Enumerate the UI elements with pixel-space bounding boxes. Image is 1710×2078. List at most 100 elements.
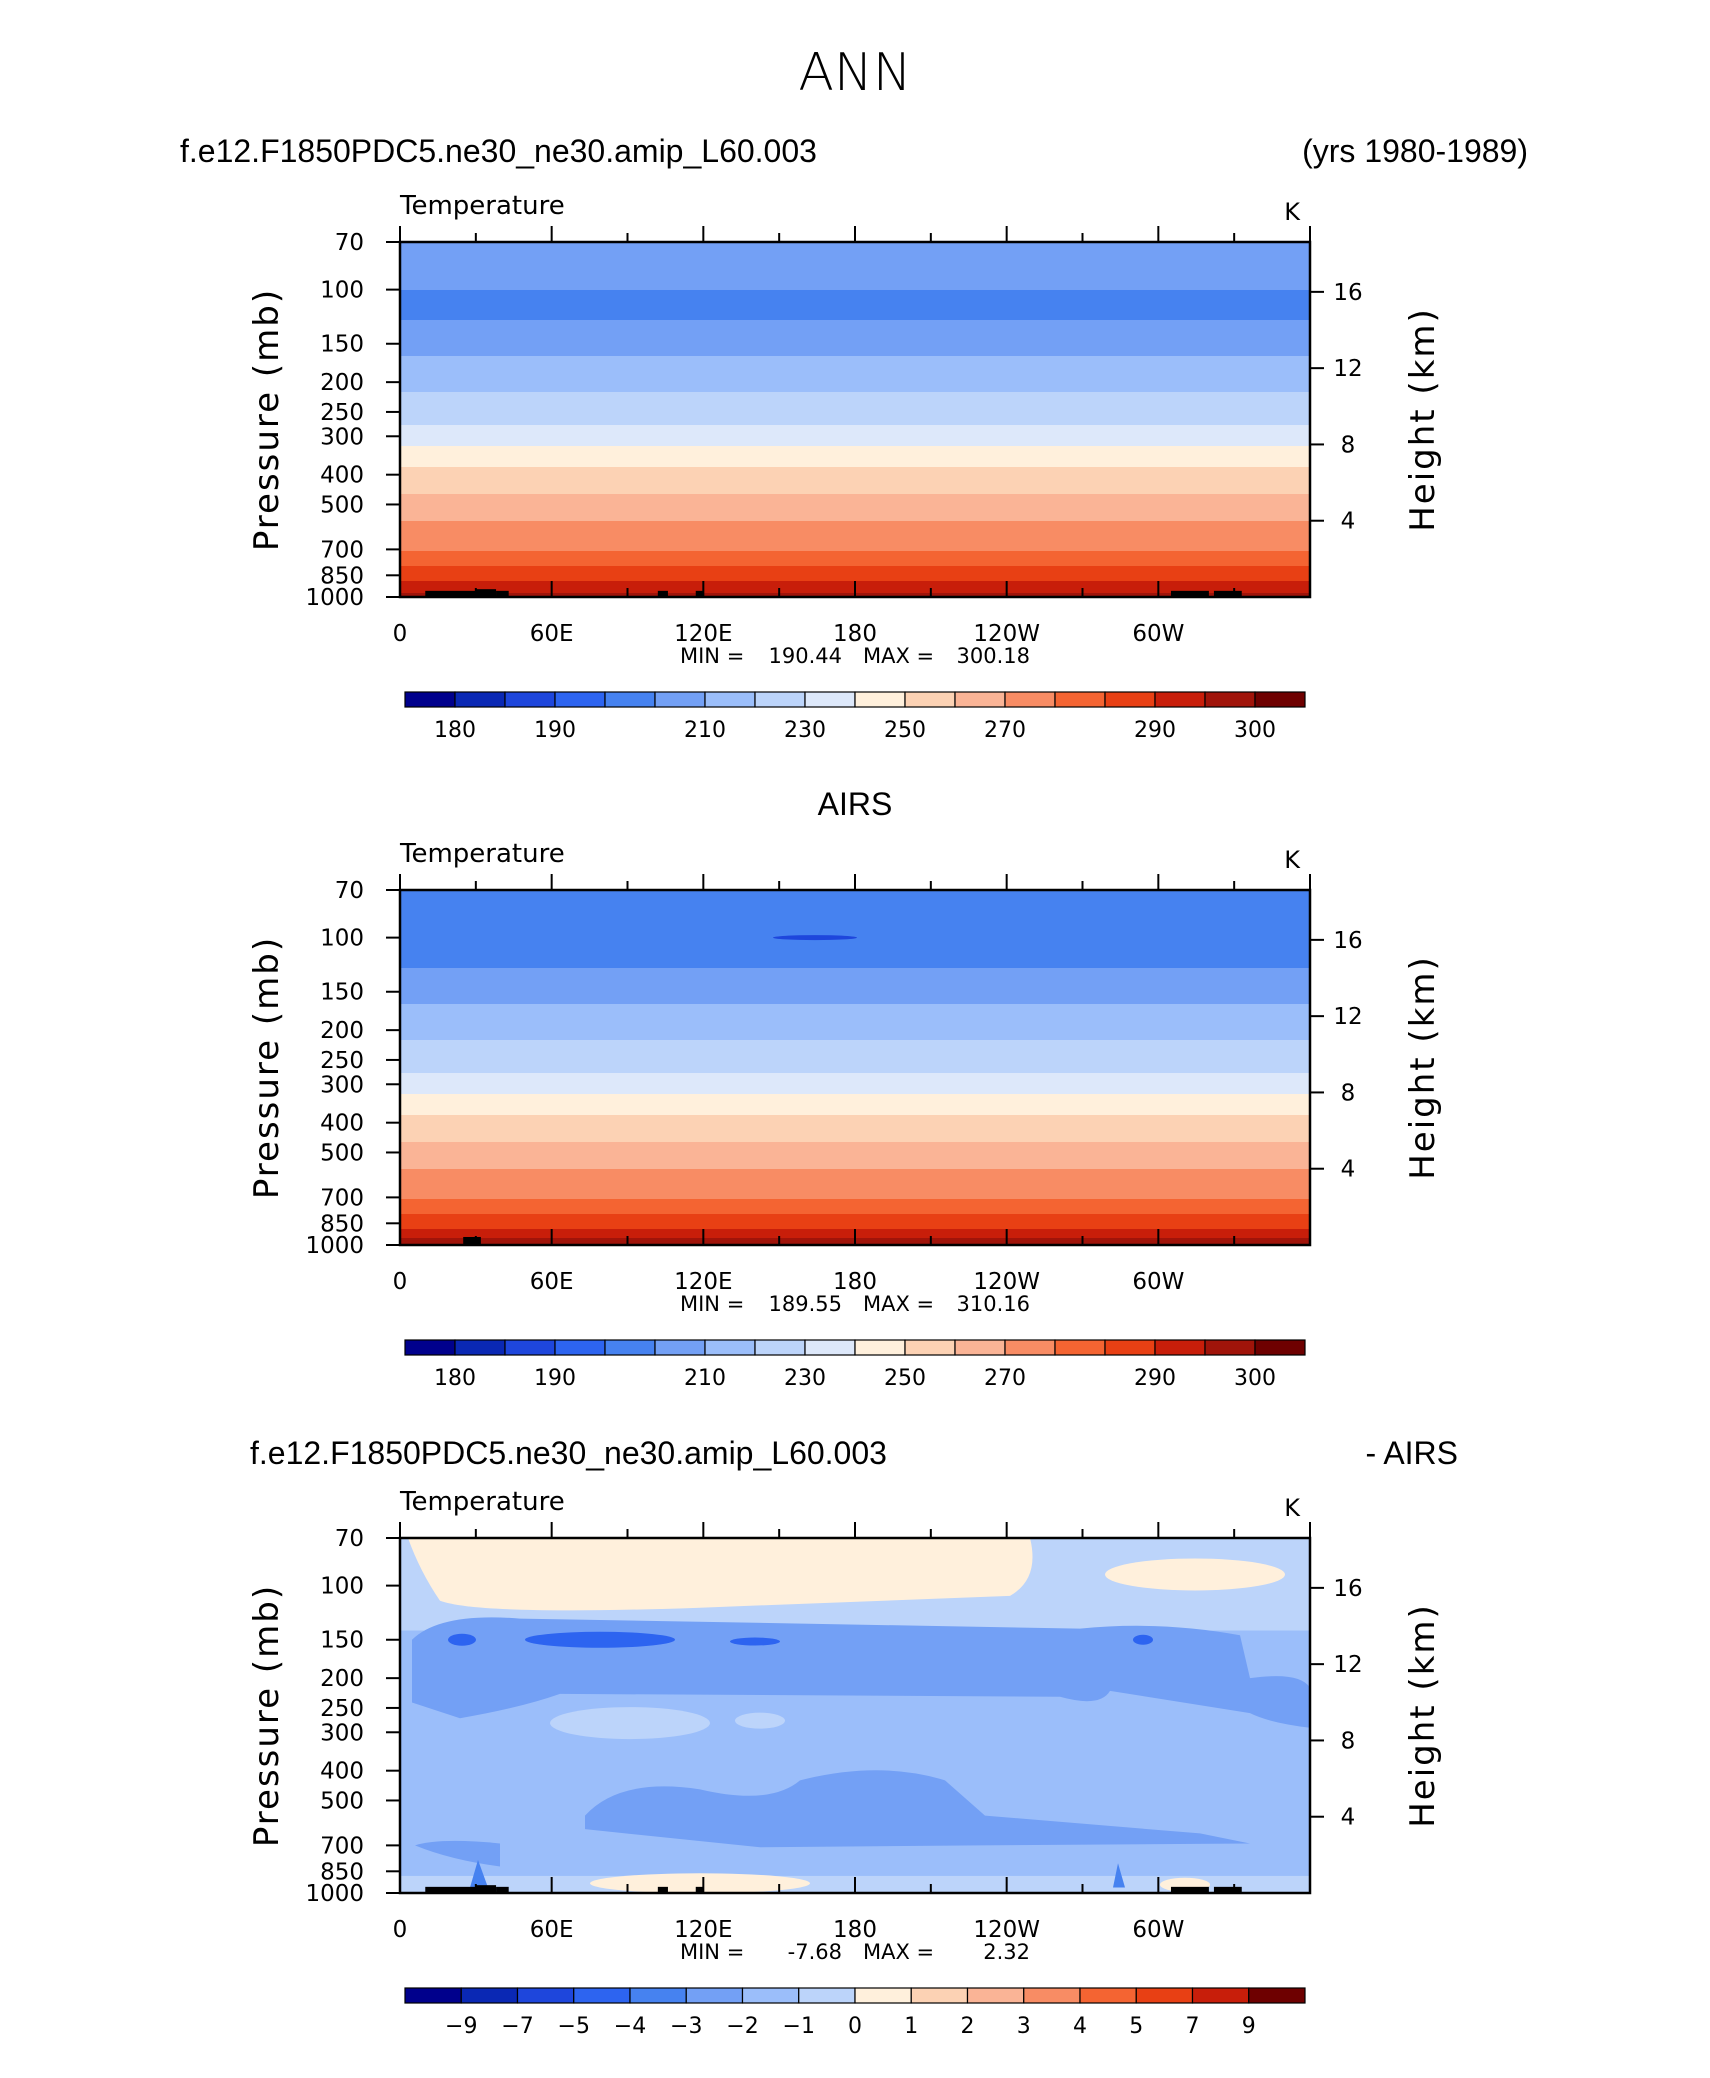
contour-band [400, 359, 1310, 363]
contour-band [400, 1199, 1310, 1203]
contour-band [400, 1217, 1310, 1221]
contour-band [400, 398, 1310, 402]
height-tick-label: 12 [1333, 356, 1362, 382]
contour-band [400, 1187, 1310, 1191]
colorbar-box [1104, 691, 1156, 708]
contour-band [400, 992, 1310, 996]
contour-band [400, 272, 1310, 276]
contour-band [400, 566, 1310, 570]
contour-band [400, 524, 1310, 528]
contour-band [400, 281, 1310, 285]
stats-max-value: 300.18 [957, 644, 1030, 668]
colorbar-box [1154, 1339, 1206, 1356]
stats-max-value: 310.16 [957, 1292, 1030, 1316]
positive-anomaly [590, 1873, 810, 1893]
contour-band [400, 1157, 1310, 1161]
contour-band [400, 890, 1310, 894]
contour-band [400, 1184, 1310, 1188]
contour-band [400, 422, 1310, 426]
contour-band [400, 251, 1310, 255]
contour-band [400, 389, 1310, 393]
contour-band [400, 539, 1310, 543]
land-mask-block [463, 1236, 481, 1245]
variable-label: Temperature [399, 1487, 565, 1517]
contour-band [400, 923, 1310, 927]
contour-band [400, 557, 1310, 561]
contour-band [400, 242, 1310, 246]
contour-band [400, 404, 1310, 408]
colorbar-label: 190 [534, 1366, 576, 1391]
height-tick-label: 16 [1333, 928, 1362, 954]
contour-band [400, 1139, 1310, 1143]
height-tick-label: 4 [1341, 1157, 1356, 1183]
colorbar-label: −5 [558, 2014, 590, 2039]
x-tick-label: 0 [393, 621, 408, 647]
contour-band [400, 368, 1310, 372]
contour-band [400, 986, 1310, 990]
anomaly-patch [735, 1712, 785, 1729]
contour-field [400, 1538, 1310, 1893]
contour-band [400, 1163, 1310, 1167]
contour-band [400, 1037, 1310, 1041]
colorbar-box [741, 1987, 800, 2004]
contour-band [400, 365, 1310, 369]
y-tick-label: 500 [320, 1140, 364, 1166]
colorbar-label: 1 [904, 2014, 918, 2039]
contour-band [400, 908, 1310, 912]
contour-band [400, 353, 1310, 357]
colorbar-box [910, 1987, 969, 2004]
contour-band [400, 347, 1310, 351]
contour-band [400, 893, 1310, 897]
contour-band [400, 1001, 1310, 1005]
contour-band [400, 1070, 1310, 1074]
contour-band [400, 1004, 1310, 1008]
contour-band [400, 278, 1310, 282]
contour-band [400, 1034, 1310, 1038]
contour-band [400, 275, 1310, 279]
land-mask-block [425, 1886, 476, 1893]
y-tick-label: 1000 [305, 1233, 364, 1259]
case-name: f.e12.F1850PDC5.ne30_ne30.amip_L60.003 [180, 133, 817, 169]
contour-band [400, 1172, 1310, 1176]
y-axis-title: Pressure (mb) [247, 936, 287, 1199]
contour-band [400, 527, 1310, 531]
x-tick-label: 180 [833, 1269, 877, 1295]
colorbar-label: −2 [726, 2014, 758, 2039]
contour-band [400, 1208, 1310, 1212]
y2-axis-title: Height (km) [1403, 307, 1443, 532]
contour-band [400, 500, 1310, 504]
colorbar-box [504, 1339, 556, 1356]
contour-band [400, 953, 1310, 957]
x-tick-label: 120E [674, 1269, 732, 1295]
contour-band [400, 470, 1310, 474]
y-tick-label: 700 [320, 537, 364, 563]
contour-band [400, 326, 1310, 330]
colorbar-box [954, 691, 1006, 708]
contour-band [400, 1169, 1310, 1173]
contour-band [400, 1025, 1310, 1029]
colorbar-box [573, 1987, 631, 2004]
contour-band [400, 926, 1310, 930]
contour-band [400, 419, 1310, 423]
colorbar-box [654, 1339, 706, 1356]
colorbar-label: 3 [1017, 2014, 1031, 2039]
contour-band [400, 1019, 1310, 1023]
stats-max-value: 2.32 [983, 1940, 1030, 1964]
contour-band [400, 356, 1310, 360]
land-mask-block [496, 1886, 509, 1893]
colorbar-label: 250 [884, 718, 926, 743]
contour-band [400, 509, 1310, 513]
contour-band [400, 494, 1310, 498]
contour-band [400, 395, 1310, 399]
colorbar-box [798, 1987, 856, 2004]
stats-min-value: -7.68 [788, 1940, 842, 1964]
contour-band [400, 323, 1310, 327]
contour-band [400, 974, 1310, 978]
contour-band [400, 1022, 1310, 1026]
units-label: K [1284, 198, 1301, 226]
land-mask-block [1170, 590, 1209, 597]
years-range: (yrs 1980-1989) [1302, 133, 1528, 169]
contour-band [400, 329, 1310, 333]
y-tick-label: 100 [320, 926, 364, 952]
land-mask-block [1213, 1886, 1242, 1893]
